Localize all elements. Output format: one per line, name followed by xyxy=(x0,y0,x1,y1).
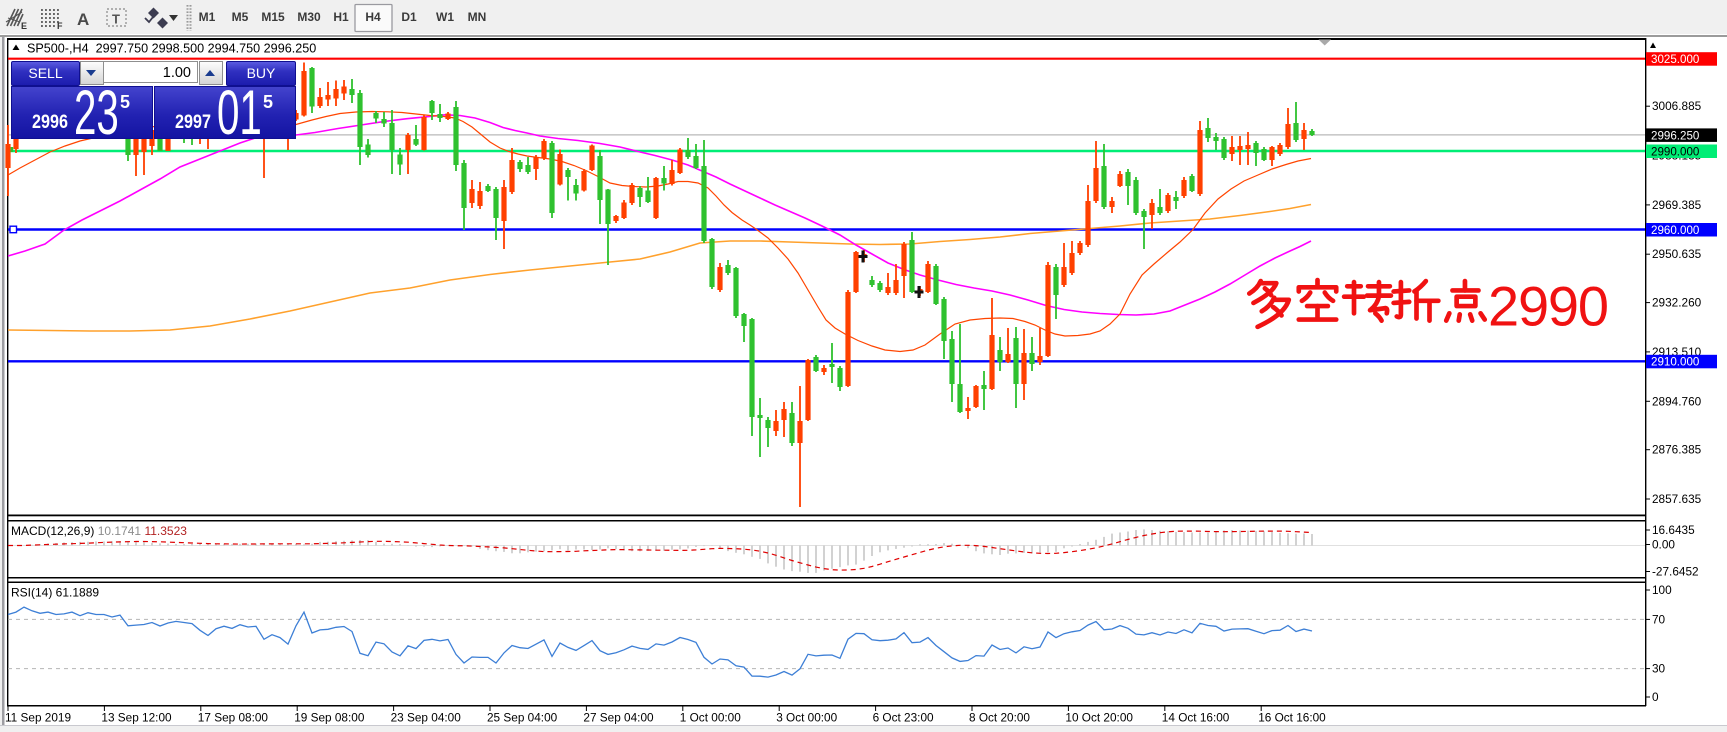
svg-text:2996.250: 2996.250 xyxy=(1651,129,1699,142)
svg-text:27 Sep 04:00: 27 Sep 04:00 xyxy=(583,711,654,725)
svg-text:RSI(14) 61.1889: RSI(14) 61.1889 xyxy=(11,586,99,600)
svg-text:17 Sep 08:00: 17 Sep 08:00 xyxy=(198,711,269,725)
svg-text:E: E xyxy=(21,21,27,31)
svg-text:F: F xyxy=(57,21,63,31)
svg-text:T: T xyxy=(112,12,120,27)
svg-text:2876.385: 2876.385 xyxy=(1652,443,1702,457)
svg-text:2910.000: 2910.000 xyxy=(1651,356,1699,369)
svg-text:25 Sep 04:00: 25 Sep 04:00 xyxy=(487,711,558,725)
svg-text:19 Sep 08:00: 19 Sep 08:00 xyxy=(294,711,365,725)
svg-text:100: 100 xyxy=(1652,583,1672,597)
svg-text:2969.385: 2969.385 xyxy=(1652,198,1702,212)
svg-text:0.00: 0.00 xyxy=(1652,538,1675,552)
svg-text:3 Oct 00:00: 3 Oct 00:00 xyxy=(776,711,837,725)
svg-text:MACD(12,26,9) 10.1741 11.3523: MACD(12,26,9) 10.1741 11.3523 xyxy=(11,524,187,538)
svg-text:0: 0 xyxy=(1652,690,1659,704)
svg-text:2990.000: 2990.000 xyxy=(1651,145,1699,158)
svg-text:2960.000: 2960.000 xyxy=(1651,224,1699,237)
svg-text:8 Oct 20:00: 8 Oct 20:00 xyxy=(969,711,1030,725)
svg-text:13 Sep 12:00: 13 Sep 12:00 xyxy=(101,711,172,725)
svg-text:3006.885: 3006.885 xyxy=(1652,99,1702,113)
svg-text:10 Oct 20:00: 10 Oct 20:00 xyxy=(1065,711,1133,725)
svg-text:SP500-,H4 2997.750 2998.500 2: SP500-,H4 2997.750 2998.500 2994.750 299… xyxy=(27,42,316,56)
svg-text:6 Oct 23:00: 6 Oct 23:00 xyxy=(873,711,934,725)
svg-text:23 Sep 04:00: 23 Sep 04:00 xyxy=(391,711,462,725)
svg-text:16.6435: 16.6435 xyxy=(1652,523,1695,537)
svg-text:1 Oct 00:00: 1 Oct 00:00 xyxy=(680,711,741,725)
svg-text:2990: 2990 xyxy=(1488,275,1608,338)
svg-text:2894.760: 2894.760 xyxy=(1652,394,1702,408)
svg-text:2932.260: 2932.260 xyxy=(1652,296,1702,310)
svg-text:30: 30 xyxy=(1652,662,1666,676)
svg-text:11 Sep 2019: 11 Sep 2019 xyxy=(5,711,71,725)
svg-text:2950.635: 2950.635 xyxy=(1652,247,1702,261)
svg-text:A: A xyxy=(77,10,89,29)
svg-text:14 Oct 16:00: 14 Oct 16:00 xyxy=(1162,711,1230,725)
svg-text:70: 70 xyxy=(1652,612,1666,626)
svg-text:16 Oct 16:00: 16 Oct 16:00 xyxy=(1258,711,1326,725)
svg-text:3025.000: 3025.000 xyxy=(1651,53,1699,66)
svg-text:-27.6452: -27.6452 xyxy=(1652,565,1699,579)
svg-text:2857.635: 2857.635 xyxy=(1652,492,1702,506)
